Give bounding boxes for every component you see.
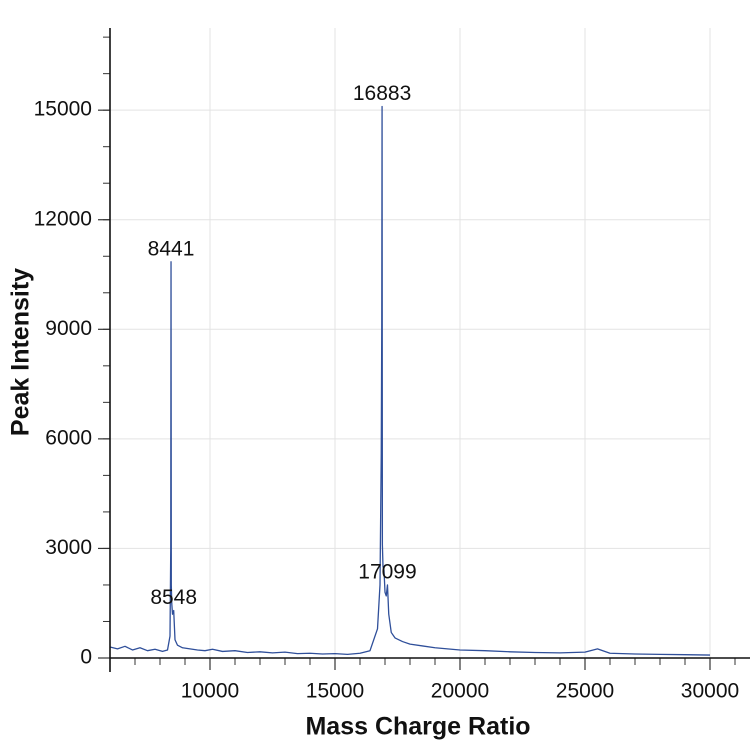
x-tick-label: 15000 <box>306 680 364 703</box>
peak-label: 8548 <box>150 586 197 609</box>
peak-label: 16883 <box>353 82 411 105</box>
y-tick-label: 15000 <box>34 98 92 121</box>
x-axis-title: Mass Charge Ratio <box>305 713 530 741</box>
x-tick-label: 20000 <box>431 680 489 703</box>
y-tick-label: 0 <box>80 646 92 669</box>
y-tick-label: 6000 <box>45 426 92 449</box>
peak-label: 17099 <box>358 561 416 584</box>
y-axis-title: Peak Intensity <box>7 268 35 436</box>
x-tick-label: 25000 <box>556 680 614 703</box>
y-tick-label: 12000 <box>34 207 92 230</box>
y-tick-label: 3000 <box>45 536 92 559</box>
peak-label: 8441 <box>148 237 195 260</box>
x-tick-label: 10000 <box>181 680 239 703</box>
y-tick-label: 9000 <box>45 317 92 340</box>
x-tick-label: 30000 <box>681 680 739 703</box>
spectrum-line <box>109 105 711 656</box>
